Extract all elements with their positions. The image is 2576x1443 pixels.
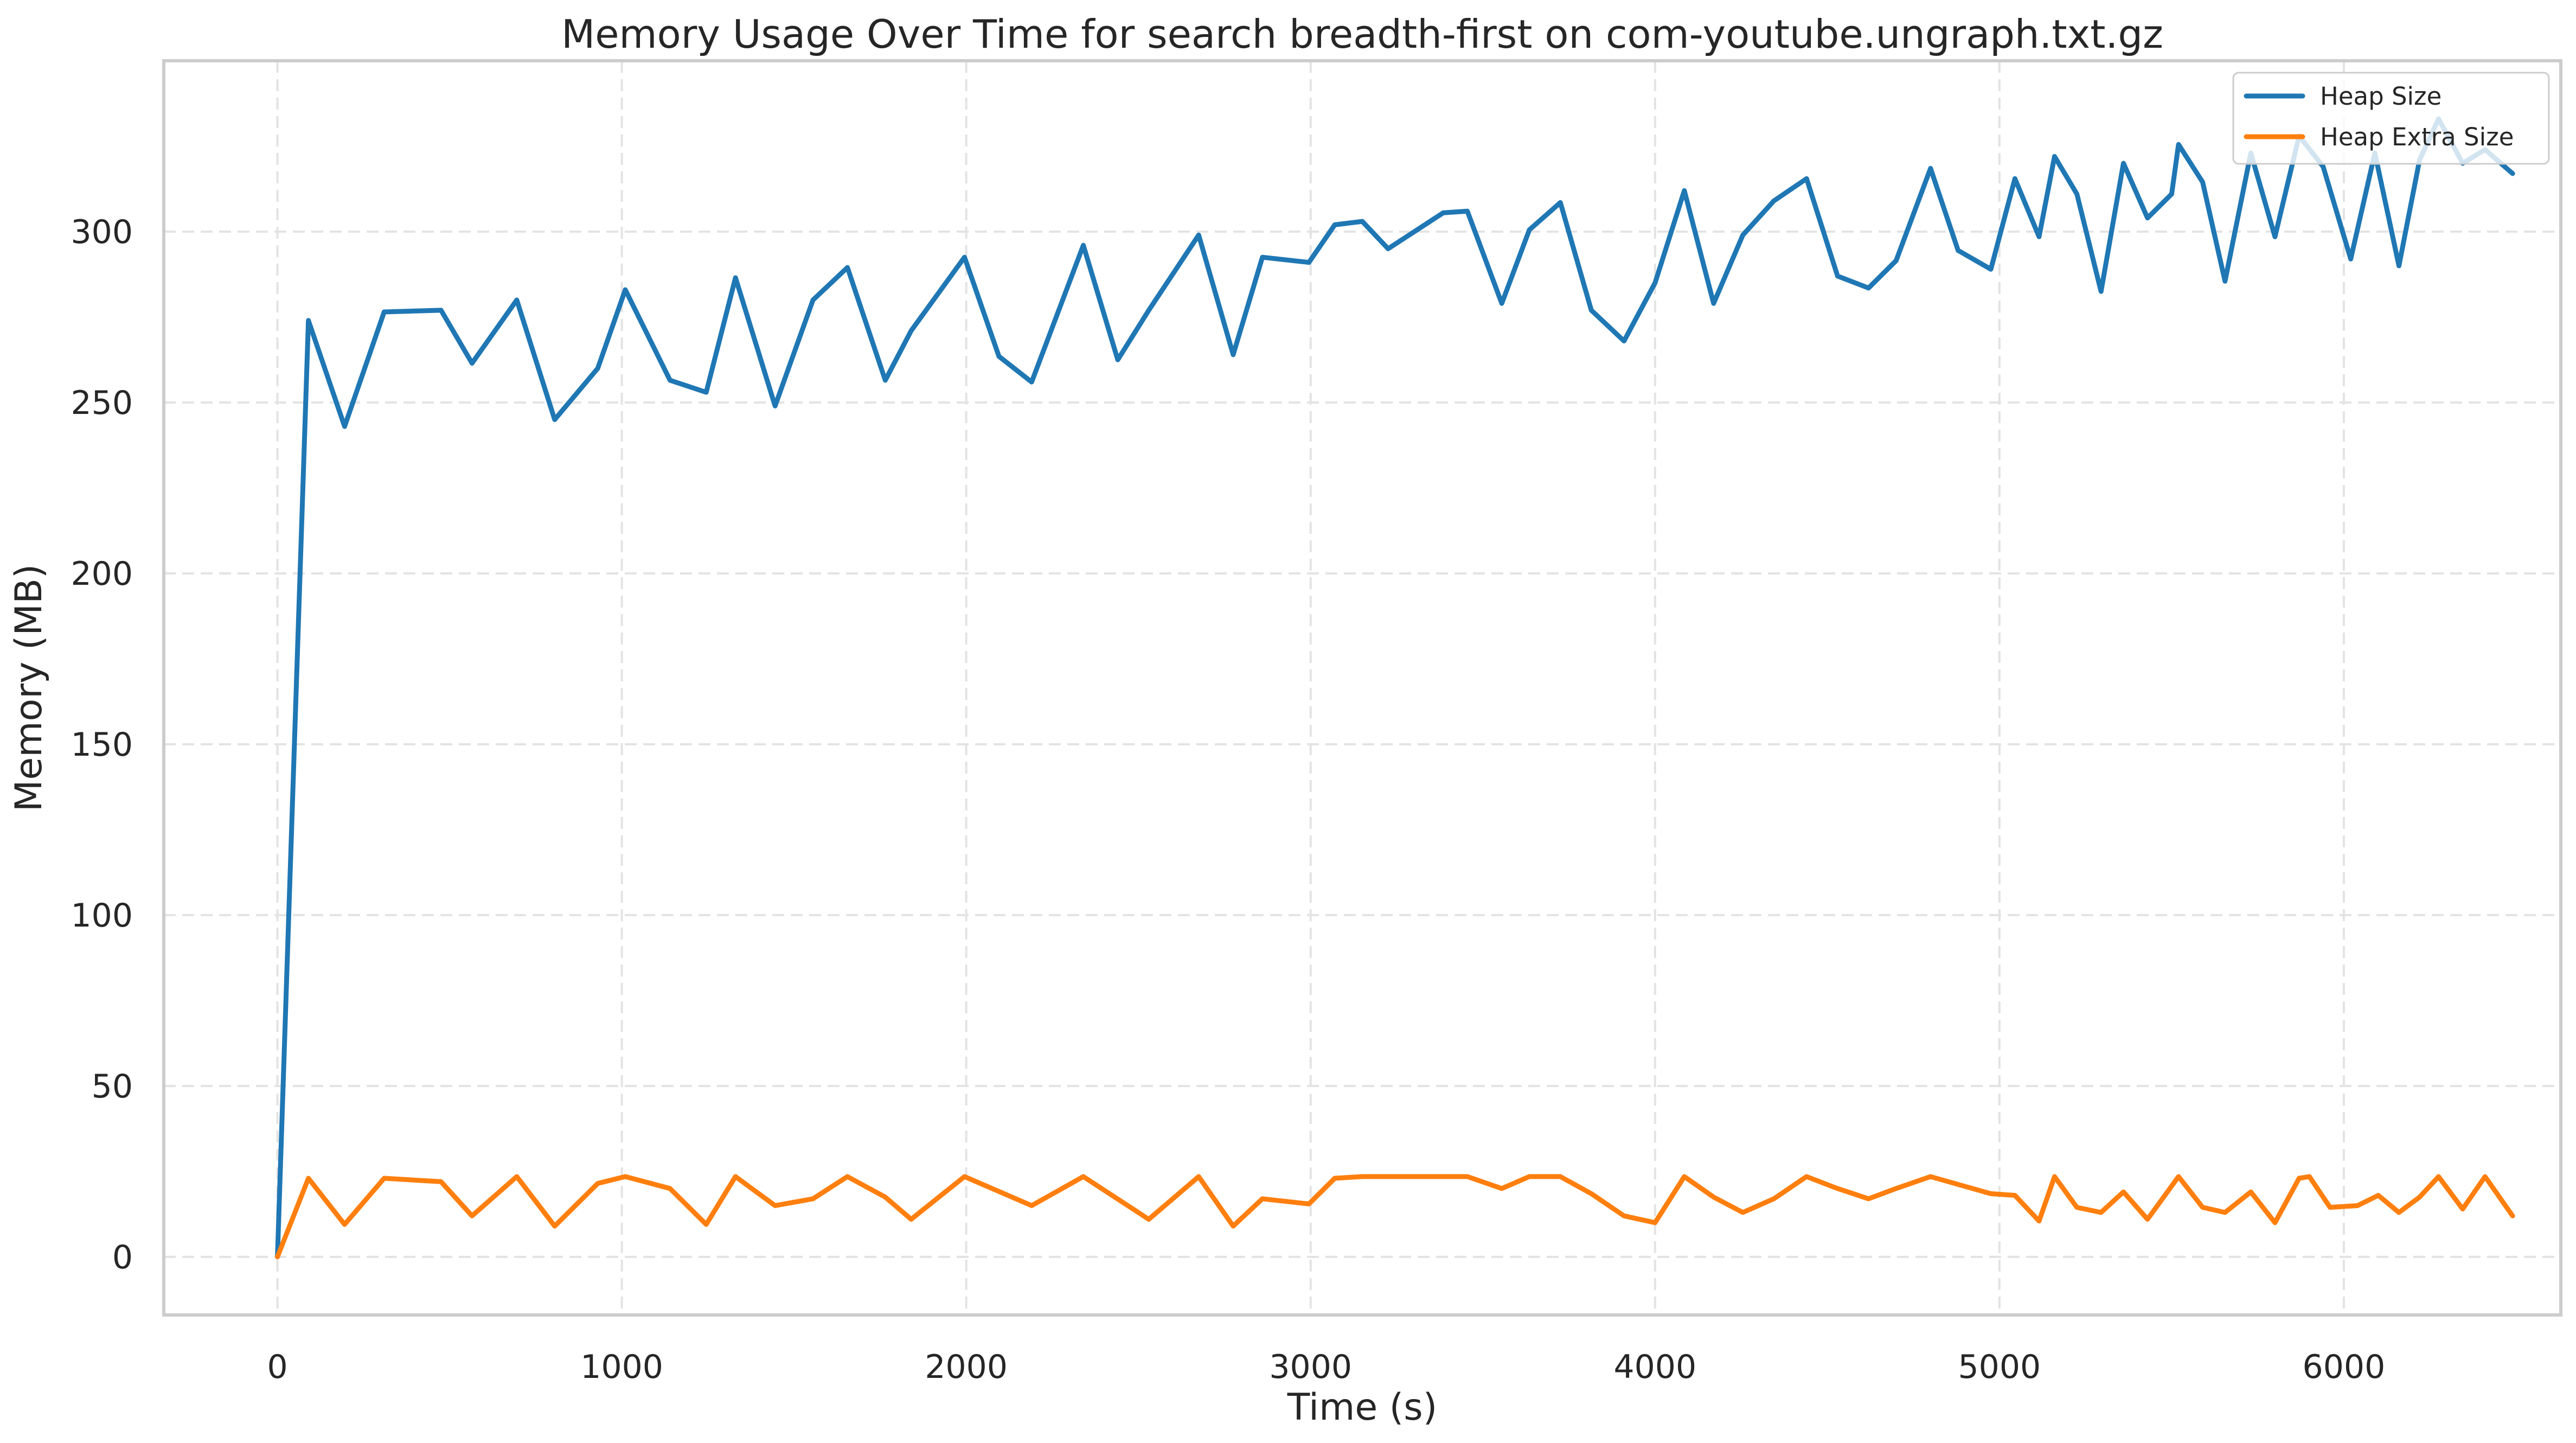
x-tick-label: 0 bbox=[267, 1348, 287, 1386]
x-tick-label: 2000 bbox=[925, 1348, 1008, 1386]
y-axis-label: Memory (MB) bbox=[8, 564, 50, 812]
x-tick-label: 1000 bbox=[580, 1348, 663, 1386]
tick-layer: 0 1000 2000 3000 4000 5000 6000 0 50 100 150 200 250… bbox=[71, 213, 2385, 1386]
x-tick-label: 4000 bbox=[1613, 1348, 1696, 1386]
y-tick-label: 50 bbox=[92, 1068, 133, 1106]
x-tick-label: 6000 bbox=[2303, 1348, 2386, 1386]
plot-frame bbox=[162, 59, 2562, 1317]
series-layer bbox=[275, 116, 2515, 1260]
x-tick-label: 5000 bbox=[1958, 1348, 2041, 1386]
legend-label: Heap Size bbox=[2320, 82, 2442, 111]
y-tick-label: 250 bbox=[71, 384, 133, 422]
series-line bbox=[275, 1174, 2515, 1260]
x-tick-label: 3000 bbox=[1269, 1348, 1352, 1386]
y-tick-label: 300 bbox=[71, 213, 133, 251]
x-axis-label: Time (s) bbox=[1287, 1386, 1438, 1429]
y-tick-label: 0 bbox=[112, 1238, 133, 1276]
legend-label: Heap Extra Size bbox=[2320, 123, 2514, 151]
series-line bbox=[275, 116, 2515, 1260]
y-tick-label: 150 bbox=[71, 726, 133, 764]
y-tick-label: 100 bbox=[71, 897, 133, 935]
y-tick-label: 200 bbox=[71, 555, 133, 593]
grid-layer bbox=[164, 61, 2561, 1315]
legend-box bbox=[2232, 72, 2550, 165]
legend: Heap Size Heap Extra Size bbox=[2232, 72, 2550, 165]
chart-title: Memory Usage Over Time for search breadt… bbox=[561, 11, 2163, 57]
